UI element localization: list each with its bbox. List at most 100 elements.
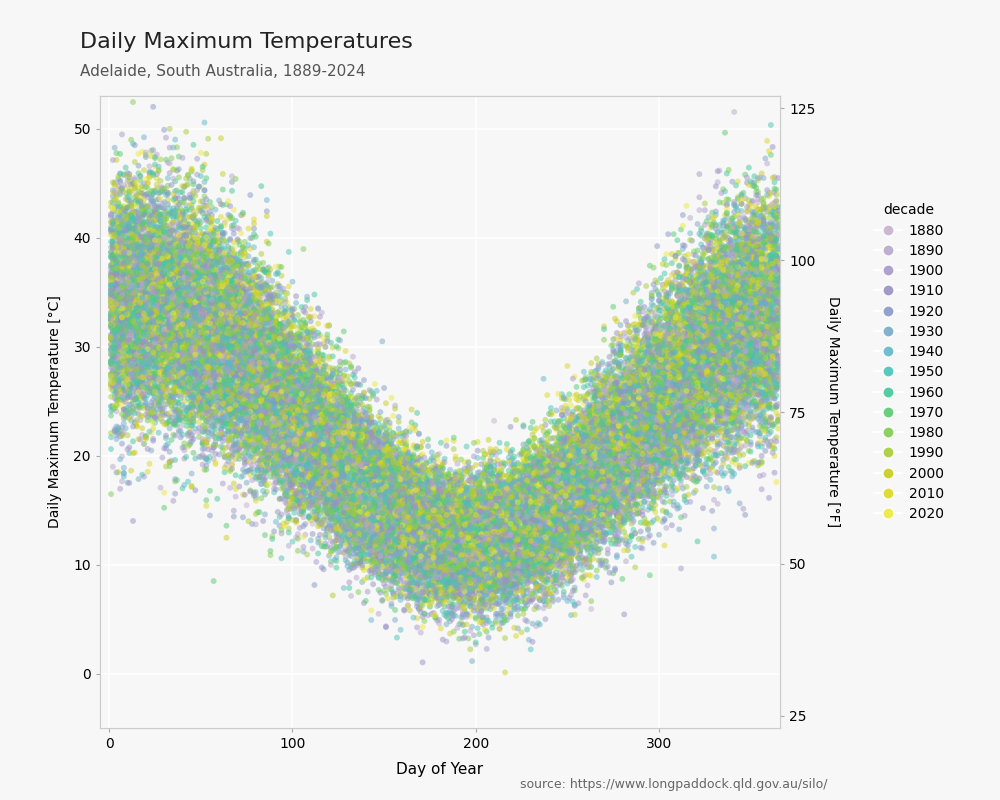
Point xyxy=(167,264,183,277)
Point xyxy=(567,458,583,470)
Point xyxy=(629,470,645,483)
Point xyxy=(363,488,379,501)
Point xyxy=(688,410,704,422)
Point xyxy=(385,519,401,532)
Point xyxy=(442,515,458,528)
Point xyxy=(539,498,555,511)
Point xyxy=(739,242,755,255)
Point xyxy=(393,548,409,561)
Point xyxy=(545,519,561,532)
Point xyxy=(547,503,563,516)
Point xyxy=(140,261,156,274)
Point xyxy=(440,473,456,486)
Point xyxy=(242,319,258,332)
Point xyxy=(765,390,781,402)
Point xyxy=(583,426,599,439)
Point xyxy=(712,390,728,402)
Point xyxy=(354,498,370,511)
Point xyxy=(635,460,651,473)
Point xyxy=(323,414,339,426)
Point xyxy=(761,211,777,224)
Point xyxy=(149,237,165,250)
Point xyxy=(677,339,693,352)
Point xyxy=(138,292,154,305)
Point xyxy=(627,374,643,387)
Point xyxy=(145,230,161,242)
Point xyxy=(473,518,489,530)
Point xyxy=(305,506,321,518)
Point xyxy=(286,476,302,489)
Point xyxy=(554,477,570,490)
Point xyxy=(130,307,146,320)
Point xyxy=(321,516,337,529)
Point xyxy=(484,542,500,555)
Point xyxy=(501,542,517,555)
Point xyxy=(163,345,179,358)
Point xyxy=(592,483,608,496)
Point xyxy=(118,259,134,272)
Point xyxy=(206,347,222,360)
Point xyxy=(589,460,605,473)
Point xyxy=(545,458,561,471)
Point xyxy=(273,363,289,376)
Point xyxy=(754,258,770,271)
Point xyxy=(484,479,500,492)
Point xyxy=(690,280,706,293)
Point xyxy=(680,351,696,364)
Point xyxy=(558,476,574,489)
Point xyxy=(349,495,365,508)
Point xyxy=(277,392,293,405)
Point xyxy=(451,541,467,554)
Point xyxy=(481,559,497,572)
Point xyxy=(415,471,431,484)
Point xyxy=(136,338,152,350)
Point xyxy=(576,495,592,508)
Point xyxy=(625,426,641,438)
Point xyxy=(437,503,453,516)
Point xyxy=(702,337,718,350)
Point xyxy=(121,271,137,284)
Point xyxy=(691,282,707,295)
Point xyxy=(325,467,341,480)
Point xyxy=(279,434,295,446)
Point xyxy=(147,262,163,274)
Point xyxy=(653,304,669,317)
Point xyxy=(488,464,504,477)
Point xyxy=(532,521,548,534)
Point xyxy=(559,466,575,478)
Point xyxy=(420,515,436,528)
Point xyxy=(283,414,299,426)
Point xyxy=(224,284,240,297)
Point xyxy=(547,470,563,483)
Point xyxy=(248,337,264,350)
Point xyxy=(328,478,344,490)
Point xyxy=(473,561,489,574)
Point xyxy=(534,457,550,470)
Point xyxy=(741,194,757,206)
Point xyxy=(603,455,619,468)
Point xyxy=(409,597,425,610)
Point xyxy=(173,346,189,359)
Point xyxy=(200,337,216,350)
Point xyxy=(706,287,722,300)
Point xyxy=(607,442,623,455)
Point xyxy=(141,218,157,231)
Point xyxy=(162,362,178,374)
Point xyxy=(108,423,124,436)
Point xyxy=(198,338,214,351)
Point xyxy=(347,458,363,471)
Point xyxy=(525,500,541,513)
Point xyxy=(308,382,324,394)
Point xyxy=(268,381,284,394)
Point xyxy=(710,498,726,510)
Point xyxy=(530,448,546,461)
Point xyxy=(567,510,583,522)
Point xyxy=(407,564,423,577)
Point xyxy=(481,570,497,582)
Point xyxy=(613,416,629,429)
Point xyxy=(583,570,599,582)
Point xyxy=(365,553,381,566)
Point xyxy=(372,522,388,534)
Point xyxy=(765,310,781,322)
Point xyxy=(754,364,770,377)
